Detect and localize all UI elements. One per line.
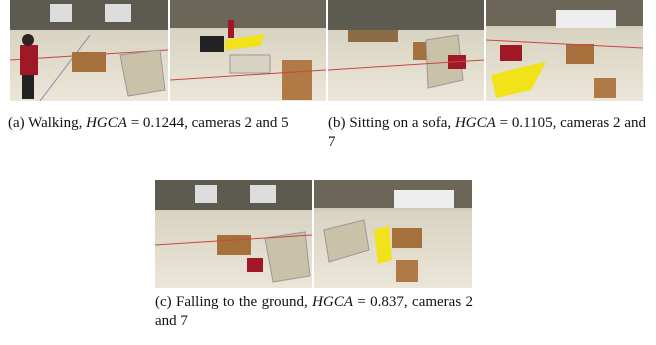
caption: (b) Sitting on a sofa, HGCA = 0.1105, ca… bbox=[328, 114, 646, 152]
scene bbox=[314, 180, 472, 288]
caption-text: = 0.1244, cameras 2 and 5 bbox=[131, 115, 289, 131]
camera-frame bbox=[486, 0, 643, 101]
caption-metric: HGCA bbox=[455, 115, 496, 131]
caption-label: (b) bbox=[328, 115, 346, 131]
caption-metric: HGCA bbox=[86, 115, 127, 131]
camera-frame bbox=[155, 180, 312, 288]
camera-frame bbox=[328, 0, 484, 101]
scene bbox=[328, 0, 484, 101]
camera-frame bbox=[10, 0, 168, 101]
caption-text: Sitting on a sofa, bbox=[349, 115, 451, 131]
scene bbox=[486, 0, 643, 101]
caption-metric: HGCA bbox=[312, 294, 353, 310]
caption: (c) Falling to the ground, HGCA = 0.837,… bbox=[155, 293, 473, 331]
caption-label: (c) bbox=[155, 294, 172, 310]
camera-frame bbox=[314, 180, 472, 288]
caption-text: Walking, bbox=[28, 115, 82, 131]
camera-frame bbox=[170, 0, 326, 101]
caption-text: Falling to the ground, bbox=[176, 294, 308, 310]
caption-label: (a) bbox=[8, 115, 25, 131]
page: {"figures": [ {"label": "(a)", "text": "… bbox=[0, 0, 656, 345]
scene bbox=[170, 0, 326, 101]
scene bbox=[155, 180, 312, 288]
caption: (a) Walking, HGCA = 0.1244, cameras 2 an… bbox=[8, 114, 326, 133]
scene bbox=[10, 0, 168, 101]
